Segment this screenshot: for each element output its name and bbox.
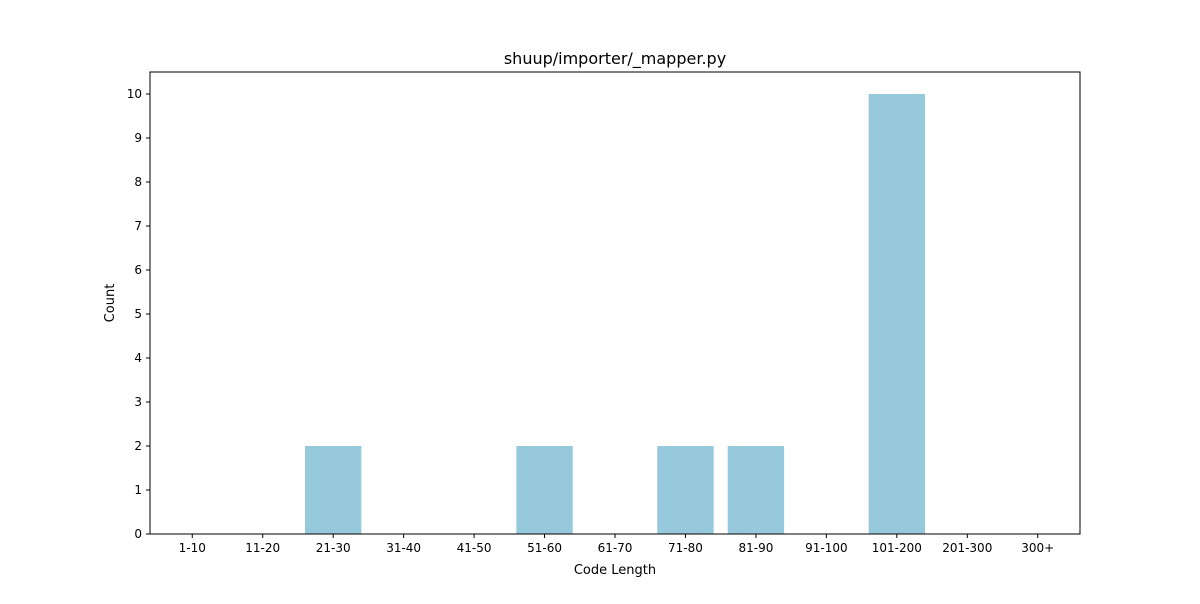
y-tick-label: 4 — [134, 351, 142, 365]
y-tick-label: 10 — [127, 87, 142, 101]
x-tick-label: 1-10 — [179, 541, 206, 555]
y-tick-label: 0 — [134, 527, 142, 541]
plot-frame — [149, 71, 1081, 535]
x-tick-label: 91-100 — [805, 541, 848, 555]
bars-group — [305, 94, 925, 534]
bar-51-60 — [516, 446, 573, 534]
x-tick-label: 21-30 — [316, 541, 351, 555]
y-axis-ticks: 0 1 2 3 4 5 6 7 8 9 10 — [127, 87, 150, 541]
x-tick-label: 51-60 — [527, 541, 562, 555]
x-axis-label: Code Length — [574, 563, 656, 578]
x-tick-label: 81-90 — [738, 541, 773, 555]
y-tick-label: 7 — [134, 219, 142, 233]
chart-title: shuup/importer/_mapper.py — [504, 49, 726, 69]
bar-21-30 — [305, 446, 362, 534]
y-tick-label: 9 — [134, 131, 142, 145]
y-tick-label: 1 — [134, 483, 142, 497]
x-tick-label: 41-50 — [457, 541, 492, 555]
bar-101-200 — [868, 94, 925, 534]
bar-81-90 — [727, 446, 785, 534]
y-tick-label: 2 — [134, 439, 142, 453]
y-tick-label: 3 — [134, 395, 142, 409]
y-axis-label: Count — [103, 284, 118, 323]
x-tick-label: 71-80 — [668, 541, 703, 555]
x-tick-label: 11-20 — [245, 541, 280, 555]
x-axis-ticks: 1-10 11-20 21-30 31-40 41-50 51-60 61-70 71-80 8… — [179, 534, 1054, 555]
y-tick-label: 6 — [134, 263, 142, 277]
x-tick-label: 31-40 — [386, 541, 421, 555]
bar-71-80 — [657, 446, 714, 534]
x-tick-label: 101-200 — [872, 541, 922, 555]
y-tick-label: 8 — [134, 175, 142, 189]
x-tick-label: 61-70 — [598, 541, 633, 555]
x-tick-label: 201-300 — [942, 541, 992, 555]
x-tick-label: 300+ — [1021, 541, 1054, 555]
y-tick-label: 5 — [134, 307, 142, 321]
